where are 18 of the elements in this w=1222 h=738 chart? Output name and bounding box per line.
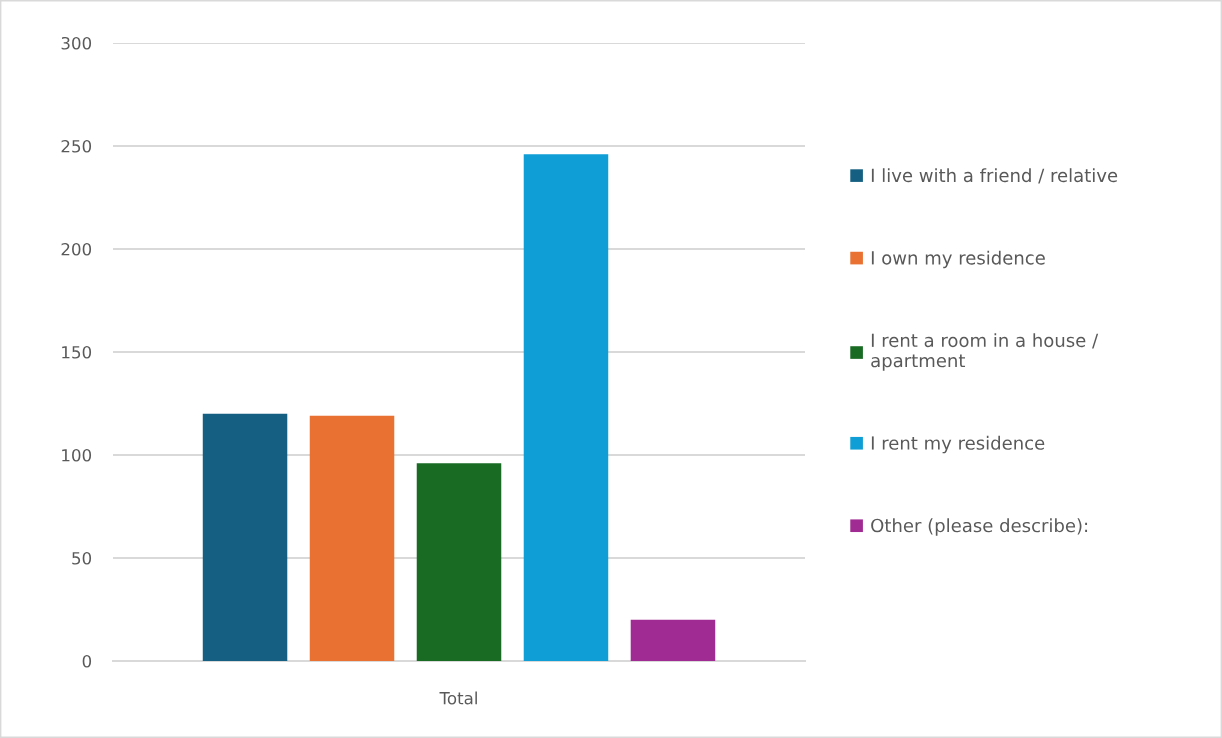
y-tick-label: 300: [61, 36, 92, 50]
legend-label: I own my residence: [871, 250, 1045, 269]
bar: [523, 154, 609, 661]
y-tick-label: 0: [82, 654, 92, 668]
legend-label: Other (please describe):: [871, 518, 1088, 536]
bar: [202, 413, 288, 661]
bar: [309, 415, 395, 661]
y-tick-label: 150: [62, 345, 92, 359]
legend-label: I rent a room in a house / apartment: [871, 333, 1099, 371]
bar: [630, 619, 716, 661]
y-tick-label: 50: [72, 551, 92, 565]
y-tick-label: 250: [61, 139, 92, 153]
bar: [416, 463, 502, 661]
x-tick-label: Total: [439, 691, 477, 705]
legend-label: I rent my residence: [871, 435, 1045, 454]
y-tick-label: 100: [62, 448, 92, 462]
y-tick-label: 200: [61, 242, 92, 256]
legend-label: I live with a friend / relative: [871, 168, 1118, 184]
